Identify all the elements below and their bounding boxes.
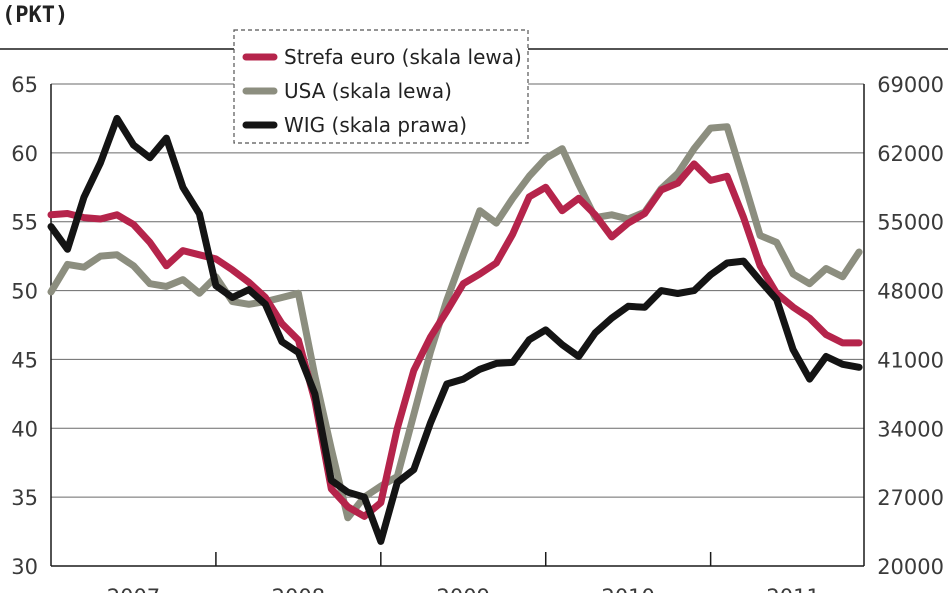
right-axis-ticks: 69000 62000 55000 48000 41000 34000 27000 20000 — [877, 73, 944, 579]
x-tick-label: 2010 — [601, 585, 654, 593]
series-lines — [47, 114, 863, 545]
legend-label: Strefa euro (skala lewa) — [284, 45, 522, 69]
x-tick-label: 2011 — [766, 585, 819, 593]
right-tick-label: 20000 — [877, 555, 944, 579]
x-tick-marks — [215, 552, 712, 566]
plot-frame — [50, 84, 865, 567]
x-tick-label: 2007 — [107, 585, 160, 593]
series-line-0 — [47, 160, 863, 520]
series-line-1 — [47, 123, 863, 522]
left-tick-label: 40 — [11, 417, 38, 441]
legend-label: WIG (skala prawa) — [284, 113, 467, 137]
x-axis-tick-labels: 2007 2008 2009 2010 2011 — [107, 585, 820, 593]
right-tick-label: 41000 — [877, 348, 944, 372]
left-axis-ticks: 65 60 55 50 45 40 35 30 — [11, 73, 38, 579]
x-tick-label: 2009 — [437, 585, 490, 593]
right-tick-label: 27000 — [877, 486, 944, 510]
right-tick-label: 55000 — [877, 211, 944, 235]
left-tick-label: 60 — [11, 142, 38, 166]
legend-box — [233, 29, 529, 144]
right-tick-label: 69000 — [877, 73, 944, 97]
left-tick-label: 45 — [11, 348, 38, 372]
left-tick-label: 55 — [11, 211, 38, 235]
right-tick-label: 62000 — [877, 142, 944, 166]
left-tick-label: 35 — [11, 486, 38, 510]
unit-label: (PKT) — [2, 3, 68, 28]
left-tick-label: 65 — [11, 73, 38, 97]
legend: Strefa euro (skala lewa) USA (skala lewa)… — [233, 29, 529, 144]
left-tick-label: 50 — [11, 280, 38, 304]
legend-label: USA (skala lewa) — [284, 79, 452, 103]
right-tick-label: 34000 — [877, 417, 944, 441]
x-tick-label: 2008 — [272, 585, 325, 593]
series-line-2 — [47, 114, 863, 545]
right-tick-label: 48000 — [877, 280, 944, 304]
left-tick-label: 30 — [11, 555, 38, 579]
